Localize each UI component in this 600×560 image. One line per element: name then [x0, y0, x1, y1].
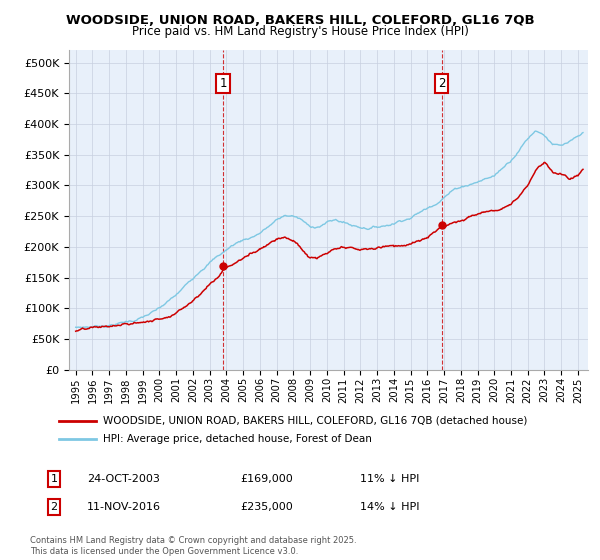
- Text: WOODSIDE, UNION ROAD, BAKERS HILL, COLEFORD, GL16 7QB: WOODSIDE, UNION ROAD, BAKERS HILL, COLEF…: [65, 14, 535, 27]
- Text: 1: 1: [50, 474, 58, 484]
- Text: Contains HM Land Registry data © Crown copyright and database right 2025.
This d: Contains HM Land Registry data © Crown c…: [30, 536, 356, 556]
- Text: HPI: Average price, detached house, Forest of Dean: HPI: Average price, detached house, Fore…: [103, 434, 373, 444]
- Text: 2: 2: [50, 502, 58, 512]
- Text: 11-NOV-2016: 11-NOV-2016: [87, 502, 161, 512]
- Text: 11% ↓ HPI: 11% ↓ HPI: [360, 474, 419, 484]
- Text: £169,000: £169,000: [240, 474, 293, 484]
- Text: £235,000: £235,000: [240, 502, 293, 512]
- Text: WOODSIDE, UNION ROAD, BAKERS HILL, COLEFORD, GL16 7QB (detached house): WOODSIDE, UNION ROAD, BAKERS HILL, COLEF…: [103, 416, 528, 426]
- Text: 14% ↓ HPI: 14% ↓ HPI: [360, 502, 419, 512]
- Text: 1: 1: [220, 77, 227, 90]
- Text: 2: 2: [438, 77, 445, 90]
- Text: Price paid vs. HM Land Registry's House Price Index (HPI): Price paid vs. HM Land Registry's House …: [131, 25, 469, 38]
- Text: 24-OCT-2003: 24-OCT-2003: [87, 474, 160, 484]
